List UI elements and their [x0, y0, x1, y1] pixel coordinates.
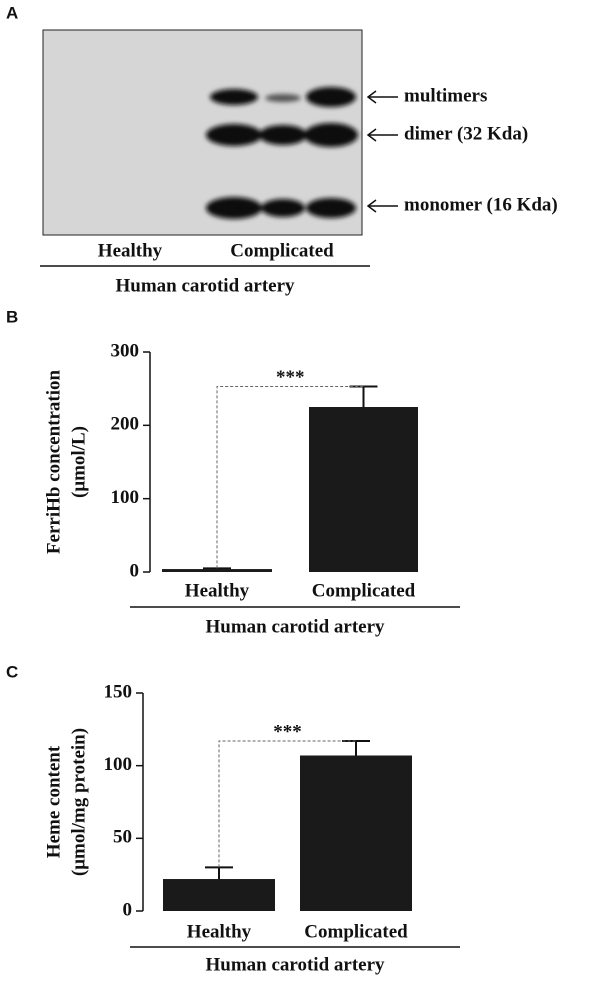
panel-label: C: [6, 662, 18, 681]
band: [206, 124, 262, 146]
bar: [300, 755, 412, 911]
band-label: dimer (32 Kda): [404, 123, 528, 144]
x-tick-label: Complicated: [304, 921, 408, 942]
bar: [309, 407, 418, 572]
annotation: ***: [273, 721, 302, 742]
y-axis-label: (μmol/mg protein): [68, 728, 89, 876]
band-label: monomer (16 Kda): [404, 194, 558, 215]
y-tick-label: 150: [104, 681, 133, 702]
significance-bracket: [218, 740, 356, 868]
bar: [163, 879, 275, 911]
x-axis-label: Human carotid artery: [205, 616, 385, 637]
annotation: ***: [276, 367, 305, 388]
y-tick-label: 0: [123, 899, 133, 920]
band: [206, 197, 262, 219]
arrow: [366, 199, 398, 213]
band: [265, 94, 301, 102]
bar: [162, 569, 272, 572]
x-tick-label: Healthy: [185, 580, 250, 601]
band: [304, 123, 358, 147]
band: [259, 125, 307, 145]
bands: [206, 87, 358, 219]
y-axis-label: FerriHb concentration: [43, 369, 64, 554]
x-tick-label: Healthy: [187, 921, 252, 942]
lane-label: Healthy: [98, 240, 163, 261]
y-tick-label: 300: [111, 340, 140, 361]
panel-label: B: [6, 307, 18, 326]
x-axis-label: Human carotid artery: [115, 275, 295, 296]
y-tick-label: 200: [111, 414, 140, 435]
arrow: [366, 90, 398, 104]
lane-label: Complicated: [230, 240, 334, 261]
band: [306, 198, 356, 218]
x-axis-label: Human carotid artery: [205, 954, 385, 975]
y-tick-label: 100: [111, 487, 140, 508]
band: [306, 87, 356, 107]
panel-label: A: [6, 3, 18, 22]
band: [261, 199, 305, 217]
y-tick-label: 50: [113, 827, 132, 848]
x-tick-label: Complicated: [312, 580, 416, 601]
band-label: multimers: [404, 85, 487, 106]
y-tick-label: 100: [104, 754, 133, 775]
arrow: [366, 128, 398, 142]
arrows: [366, 90, 398, 213]
y-tick-label: 0: [130, 560, 140, 581]
band: [210, 89, 258, 105]
significance-bracket: [216, 385, 364, 569]
y-axis-label: (μmol/L): [68, 426, 89, 498]
y-axis-label: Heme content: [43, 745, 64, 858]
